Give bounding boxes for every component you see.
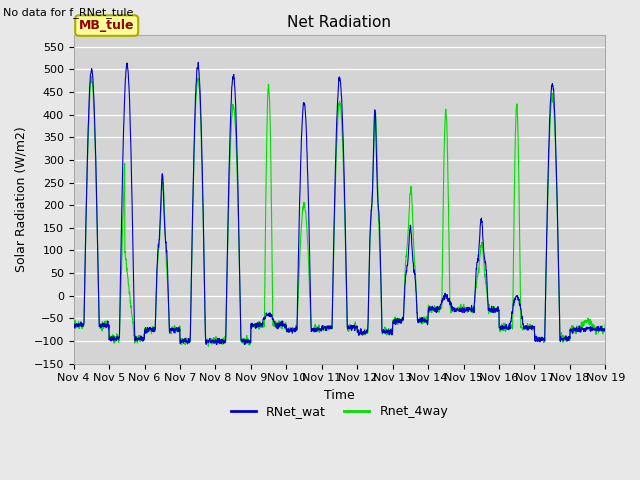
Title: Net Radiation: Net Radiation (287, 15, 392, 30)
X-axis label: Time: Time (324, 389, 355, 402)
Text: No data for f_RNet_tule: No data for f_RNet_tule (3, 7, 134, 18)
Y-axis label: Solar Radiation (W/m2): Solar Radiation (W/m2) (15, 127, 28, 273)
Legend: RNet_wat, Rnet_4way: RNet_wat, Rnet_4way (226, 400, 453, 423)
Text: MB_tule: MB_tule (79, 19, 134, 32)
